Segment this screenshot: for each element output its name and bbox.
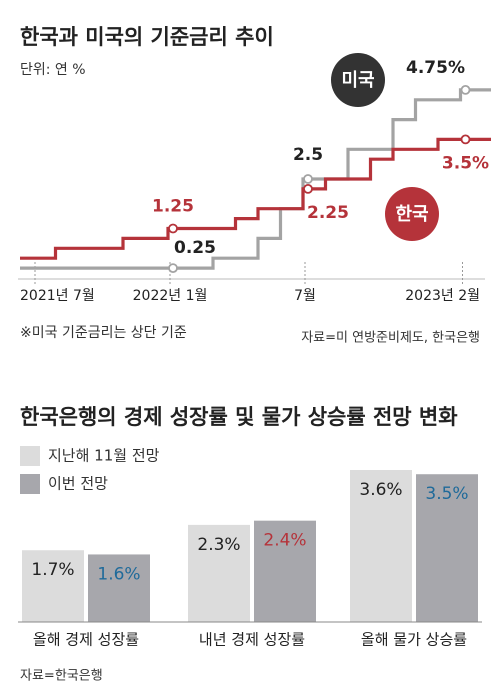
- bar: [416, 474, 478, 622]
- point: [168, 263, 178, 274]
- data-label: 2.4%: [263, 531, 306, 551]
- bar: [254, 520, 316, 622]
- data-label: 3.6%: [359, 480, 402, 500]
- source: 자료=미 연방준비제도, 한국은행: [301, 330, 480, 346]
- x-tick-label: 올해 물가 상승률: [361, 631, 467, 649]
- x-tick-label: 올해 경제 성장률: [33, 631, 139, 649]
- data-label: 2.25: [307, 203, 349, 223]
- point: [303, 174, 313, 184]
- x-tick-label: 내년 경제 성장률: [199, 631, 305, 649]
- legend-bubble: [385, 187, 439, 241]
- data-label: 1.25: [152, 197, 194, 217]
- legend-label: 이번 전망: [48, 475, 108, 493]
- source: 자료=한국은행: [20, 668, 103, 684]
- legend-label: 미국: [341, 70, 374, 91]
- point: [460, 85, 471, 95]
- data-label: 3.5%: [442, 153, 489, 173]
- chart-title: 한국과 미국의 기준금리 추이: [20, 25, 274, 49]
- x-tick-label: 2021년 7월: [20, 288, 95, 304]
- data-label: 1.7%: [31, 560, 74, 580]
- rate-line: [20, 137, 491, 260]
- legend-swatch: [20, 446, 40, 466]
- data-label: 1.6%: [97, 564, 140, 584]
- data-label: 2.5: [293, 145, 323, 165]
- data-label: 3.5%: [425, 484, 468, 504]
- bar: [188, 524, 250, 622]
- data-label: 0.25: [174, 238, 216, 258]
- rate-line: [20, 88, 491, 270]
- x-tick-label: 2022년 1월: [133, 288, 208, 304]
- legend-label: 지난해 11월 전망: [48, 447, 160, 465]
- point: [460, 134, 471, 145]
- data-label: 4.75%: [406, 58, 465, 78]
- legend-bubble: [331, 53, 385, 107]
- bar: [88, 554, 150, 622]
- point: [168, 223, 178, 234]
- legend-swatch: [20, 474, 40, 494]
- bar: [22, 550, 84, 622]
- note: ※미국 기준금리는 상단 기준: [20, 325, 187, 341]
- data-label: 2.3%: [197, 535, 240, 555]
- bar: [350, 470, 412, 622]
- chart-title: 한국은행의 경제 성장률 및 물가 상승률 전망 변화: [20, 405, 458, 429]
- legend-label: 한국: [395, 204, 428, 225]
- x-tick-label: 7월: [294, 288, 316, 304]
- point: [303, 183, 313, 194]
- x-tick-label: 2023년 2월: [405, 288, 480, 304]
- chart-subtitle: 단위: 연 %: [20, 62, 86, 78]
